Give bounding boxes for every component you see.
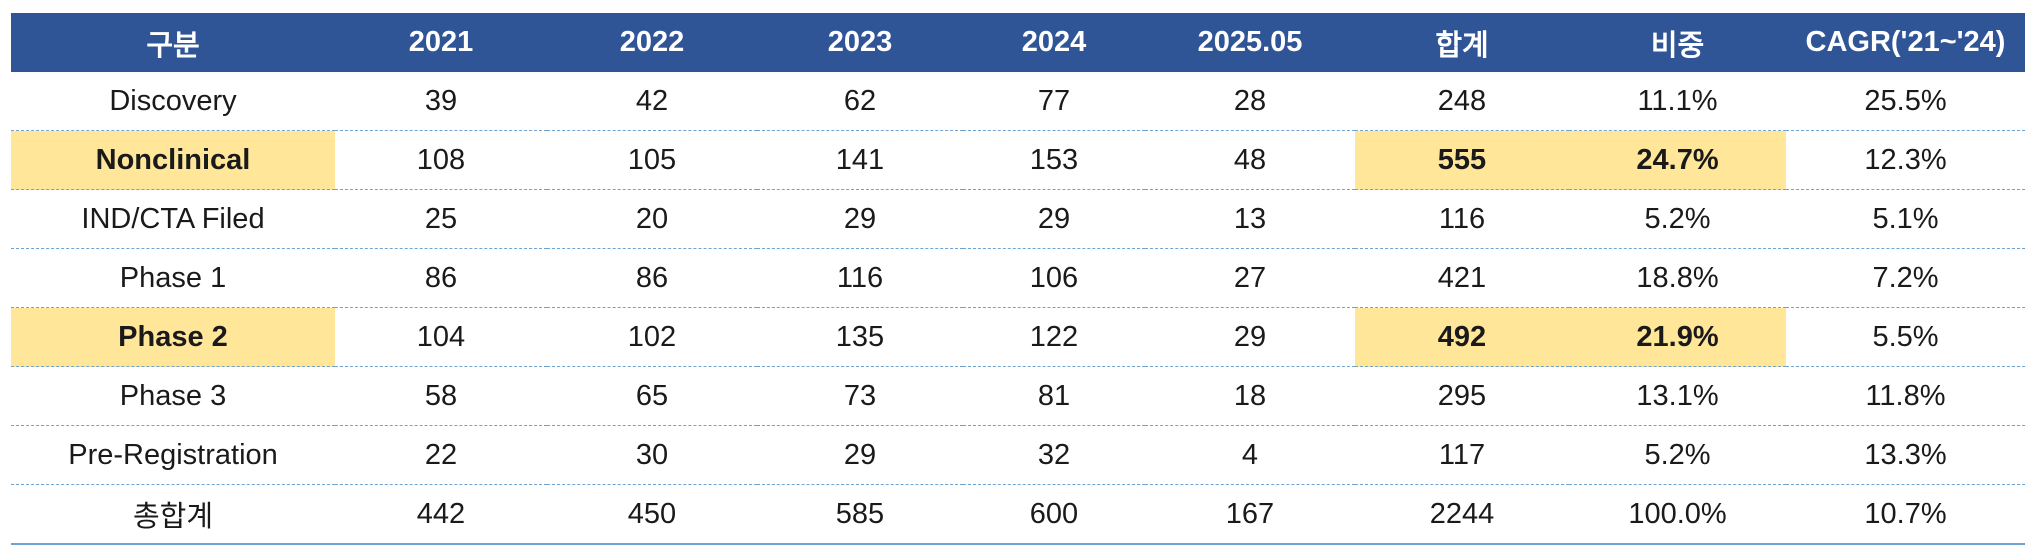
- cell-total: 421: [1355, 248, 1569, 308]
- cell-share: 13.1%: [1569, 366, 1786, 426]
- cell-total: 2244: [1355, 484, 1569, 545]
- cell-2024: 32: [963, 425, 1145, 485]
- table-row: Pre-Registration 22 30 29 32 4 117 5.2% 13.3%: [11, 425, 2025, 485]
- cell-2024: 600: [963, 484, 1145, 545]
- cell-category: IND/CTA Filed: [11, 189, 335, 249]
- cell-total: 248: [1355, 72, 1569, 131]
- table-row: Phase 1 86 86 116 106 27 421 18.8% 7.2%: [11, 248, 2025, 308]
- cell-2025-05: 167: [1145, 484, 1355, 545]
- cell-total: 117: [1355, 425, 1569, 485]
- cell-2023: 73: [757, 366, 963, 426]
- cell-2024: 106: [963, 248, 1145, 308]
- cell-category: Phase 1: [11, 248, 335, 308]
- header-2025-05: 2025.05: [1145, 13, 1355, 72]
- cell-total: 555: [1355, 130, 1569, 190]
- cell-2024: 122: [963, 307, 1145, 367]
- cell-category: Nonclinical: [11, 130, 335, 190]
- cell-2023: 29: [757, 425, 963, 485]
- cell-2021: 86: [335, 248, 547, 308]
- cell-2022: 450: [547, 484, 757, 545]
- cell-cagr: 12.3%: [1786, 130, 2025, 190]
- cell-2022: 20: [547, 189, 757, 249]
- cell-2025-05: 28: [1145, 72, 1355, 131]
- pipeline-stage-table: 구분 2021 2022 2023 2024 2025.05 합계 비중 CAG…: [11, 13, 2025, 545]
- header-2022: 2022: [547, 13, 757, 72]
- cell-2024: 77: [963, 72, 1145, 131]
- cell-2025-05: 4: [1145, 425, 1355, 485]
- cell-2021: 22: [335, 425, 547, 485]
- cell-2021: 442: [335, 484, 547, 545]
- cell-share: 5.2%: [1569, 189, 1786, 249]
- cell-cagr: 13.3%: [1786, 425, 2025, 485]
- header-total: 합계: [1355, 13, 1569, 72]
- cell-2025-05: 27: [1145, 248, 1355, 308]
- cell-2023: 585: [757, 484, 963, 545]
- cell-category: Phase 2: [11, 307, 335, 367]
- table-row: Phase 3 58 65 73 81 18 295 13.1% 11.8%: [11, 366, 2025, 426]
- header-row: 구분 2021 2022 2023 2024 2025.05 합계 비중 CAG…: [11, 13, 2025, 72]
- cell-2021: 104: [335, 307, 547, 367]
- table-row: IND/CTA Filed 25 20 29 29 13 116 5.2% 5.1%: [11, 189, 2025, 249]
- cell-2022: 42: [547, 72, 757, 131]
- header-cagr: CAGR('21~'24): [1786, 13, 2025, 72]
- cell-category: 총합계: [11, 484, 335, 545]
- cell-2022: 86: [547, 248, 757, 308]
- cell-2025-05: 13: [1145, 189, 1355, 249]
- cell-share: 21.9%: [1569, 307, 1786, 367]
- pipeline-table-container: 구분 2021 2022 2023 2024 2025.05 합계 비중 CAG…: [11, 13, 2025, 545]
- cell-2023: 141: [757, 130, 963, 190]
- cell-2021: 39: [335, 72, 547, 131]
- cell-category: Pre-Registration: [11, 425, 335, 485]
- cell-2022: 102: [547, 307, 757, 367]
- cell-2025-05: 48: [1145, 130, 1355, 190]
- cell-2022: 65: [547, 366, 757, 426]
- table-row: Discovery 39 42 62 77 28 248 11.1% 25.5%: [11, 72, 2025, 131]
- cell-category: Phase 3: [11, 366, 335, 426]
- cell-2024: 29: [963, 189, 1145, 249]
- header-2024: 2024: [963, 13, 1145, 72]
- cell-total: 116: [1355, 189, 1569, 249]
- cell-2023: 29: [757, 189, 963, 249]
- cell-share: 24.7%: [1569, 130, 1786, 190]
- table-row: Nonclinical 108 105 141 153 48 555 24.7% 12.3%: [11, 130, 2025, 190]
- cell-2025-05: 18: [1145, 366, 1355, 426]
- cell-2022: 105: [547, 130, 757, 190]
- table-body: Discovery 39 42 62 77 28 248 11.1% 25.5% Nonclini…: [11, 72, 2025, 545]
- cell-2024: 81: [963, 366, 1145, 426]
- cell-2024: 153: [963, 130, 1145, 190]
- cell-2023: 135: [757, 307, 963, 367]
- cell-cagr: 7.2%: [1786, 248, 2025, 308]
- cell-2022: 30: [547, 425, 757, 485]
- header-2023: 2023: [757, 13, 963, 72]
- table-row: 총합계 442 450 585 600 167 2244 100.0% 10.7%: [11, 484, 2025, 545]
- header-share: 비중: [1569, 13, 1786, 72]
- cell-share: 100.0%: [1569, 484, 1786, 545]
- cell-cagr: 25.5%: [1786, 72, 2025, 131]
- cell-2023: 116: [757, 248, 963, 308]
- cell-cagr: 11.8%: [1786, 366, 2025, 426]
- cell-share: 11.1%: [1569, 72, 1786, 131]
- cell-cagr: 5.5%: [1786, 307, 2025, 367]
- cell-2025-05: 29: [1145, 307, 1355, 367]
- header-2021: 2021: [335, 13, 547, 72]
- cell-2021: 58: [335, 366, 547, 426]
- cell-share: 18.8%: [1569, 248, 1786, 308]
- cell-2021: 25: [335, 189, 547, 249]
- cell-share: 5.2%: [1569, 425, 1786, 485]
- table-row: Phase 2 104 102 135 122 29 492 21.9% 5.5%: [11, 307, 2025, 367]
- header-category: 구분: [11, 13, 335, 72]
- cell-category: Discovery: [11, 72, 335, 131]
- cell-2023: 62: [757, 72, 963, 131]
- cell-total: 295: [1355, 366, 1569, 426]
- cell-cagr: 10.7%: [1786, 484, 2025, 545]
- cell-total: 492: [1355, 307, 1569, 367]
- cell-cagr: 5.1%: [1786, 189, 2025, 249]
- cell-2021: 108: [335, 130, 547, 190]
